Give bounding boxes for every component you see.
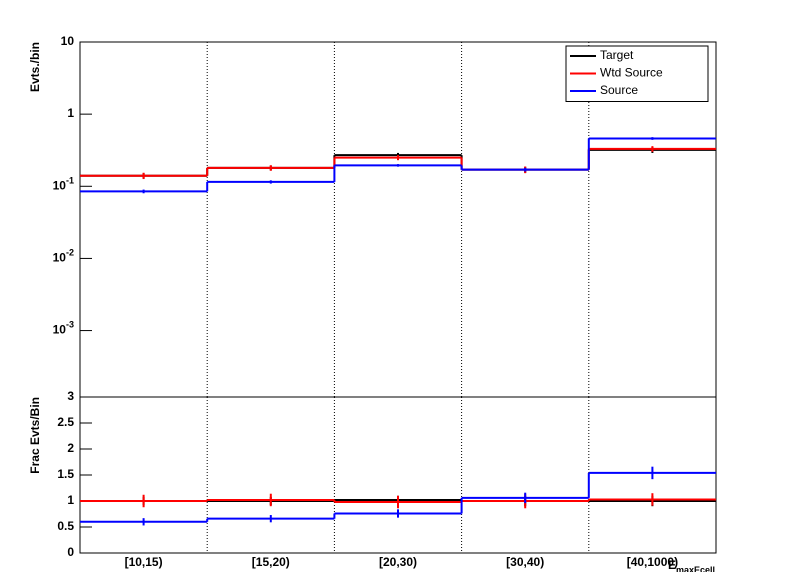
- y-tick-label: 10-3: [53, 320, 74, 337]
- legend-label: Wtd Source: [600, 66, 663, 80]
- x-tick-label: [40,1000): [627, 555, 678, 569]
- tick-base: 0.5: [57, 519, 74, 533]
- tick-exponent: -2: [66, 248, 74, 258]
- x-axis-label: EmaxEcell: [668, 558, 715, 572]
- x-tick-label: [30,40): [506, 555, 544, 569]
- legend-label: Source: [600, 83, 638, 97]
- x-tick-label: [15,20): [252, 555, 290, 569]
- tick-base: 1: [67, 493, 74, 507]
- tick-base: 10: [53, 251, 67, 265]
- tick-base: 10: [53, 323, 67, 337]
- tick-base: 1: [67, 106, 74, 120]
- y-tick-label: 1: [67, 493, 74, 507]
- tick-exponent: -3: [66, 320, 74, 330]
- tick-exponent: -1: [66, 176, 74, 186]
- tick-base: 0: [67, 545, 74, 559]
- plot-frame: [79, 396, 717, 554]
- y-tick-label: 1: [67, 106, 74, 120]
- tick-base: 3: [67, 389, 74, 403]
- y-tick-label: 10: [61, 34, 75, 48]
- x-label-main: E: [668, 558, 676, 572]
- y-tick-label: 2: [67, 441, 74, 455]
- y-axis-label: Frac Evts/Bin: [28, 397, 42, 474]
- y-tick-label: 10-1: [53, 176, 74, 193]
- y-tick-label: 10-2: [53, 248, 74, 265]
- y-tick-label: 2.5: [57, 415, 74, 429]
- y-tick-label: 0.5: [57, 519, 74, 533]
- tick-base: 10: [61, 34, 75, 48]
- tick-base: 1.5: [57, 467, 74, 481]
- tick-base: 10: [53, 178, 67, 192]
- y-axis-label: Evts./bin: [28, 42, 42, 92]
- y-tick-label: 3: [67, 389, 74, 403]
- tick-base: 2: [67, 441, 74, 455]
- y-tick-label: 0: [67, 545, 74, 559]
- tick-base: 2.5: [57, 415, 74, 429]
- y-tick-label: 1.5: [57, 467, 74, 481]
- x-label-sub: maxEcell: [676, 565, 715, 572]
- legend-label: Target: [600, 48, 634, 62]
- x-tick-label: [20,30): [379, 555, 417, 569]
- x-tick-label: [10,15): [125, 555, 163, 569]
